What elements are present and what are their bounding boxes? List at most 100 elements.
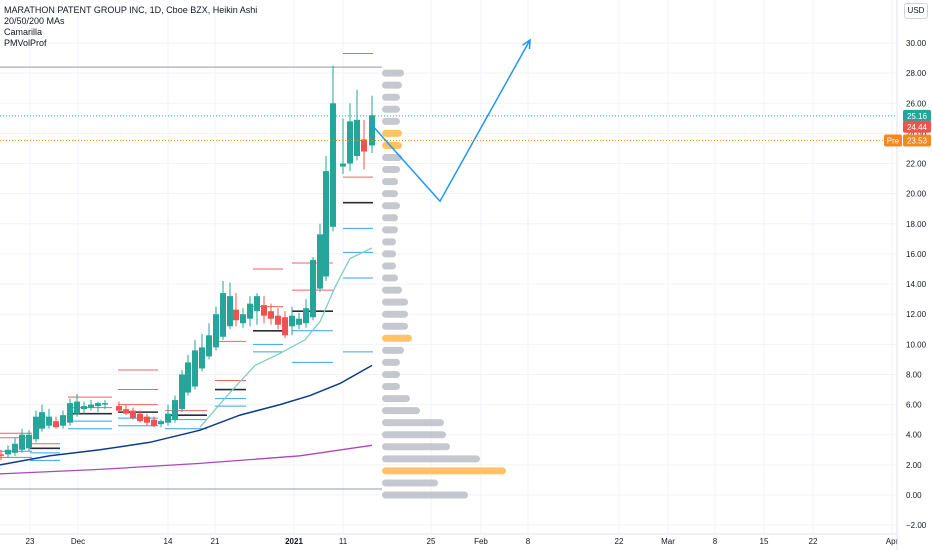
candle bbox=[81, 401, 87, 414]
candle bbox=[185, 354, 191, 396]
candle bbox=[144, 413, 150, 426]
profile-bar bbox=[382, 105, 400, 113]
candle bbox=[199, 333, 205, 372]
profile-bar bbox=[382, 81, 402, 89]
y-tick-label: 28.00 bbox=[906, 69, 927, 78]
profile-bar bbox=[382, 214, 398, 222]
x-tick-label: 14 bbox=[164, 537, 173, 546]
x-tick-label: Mar bbox=[661, 537, 675, 546]
candle bbox=[67, 398, 73, 426]
pre-tag-box bbox=[884, 134, 902, 147]
candle bbox=[12, 437, 18, 456]
candle-body bbox=[199, 347, 205, 369]
legend-pmvolprof: PMVolProf bbox=[4, 38, 47, 48]
candle bbox=[46, 409, 52, 429]
candle-body bbox=[240, 314, 246, 324]
y-tick-label: 4.00 bbox=[906, 431, 922, 440]
currency-button[interactable]: USD bbox=[904, 3, 928, 19]
profile-bar bbox=[382, 419, 444, 427]
profile-bar bbox=[382, 274, 398, 282]
candle bbox=[33, 410, 39, 443]
y-tick-label: 20.00 bbox=[906, 190, 927, 199]
profile-bar bbox=[382, 117, 400, 125]
x-tick-label: 22 bbox=[615, 537, 624, 546]
candle bbox=[340, 118, 346, 175]
candle-body bbox=[33, 416, 39, 440]
x-tick-label: 11 bbox=[339, 537, 348, 546]
candle-body bbox=[151, 419, 157, 426]
candle bbox=[213, 306, 219, 351]
candle-body bbox=[26, 434, 32, 449]
profile-bar bbox=[382, 226, 398, 234]
candle bbox=[240, 308, 246, 328]
y-tick-label: 26.00 bbox=[906, 99, 927, 108]
chart-legend: MARATHON PATENT GROUP INC, 1D, Cboe BZX,… bbox=[4, 5, 257, 49]
y-tick-label: 8.00 bbox=[906, 370, 922, 379]
candle bbox=[261, 296, 267, 324]
candle-body bbox=[165, 413, 171, 423]
profile-bar bbox=[382, 310, 408, 318]
x-tick-label: 25 bbox=[427, 537, 436, 546]
candle bbox=[130, 407, 136, 420]
legend-title: MARATHON PATENT GROUP INC, 1D, Cboe BZX,… bbox=[4, 5, 258, 15]
candle-body bbox=[67, 403, 73, 423]
candle bbox=[60, 410, 66, 429]
candle bbox=[88, 400, 94, 411]
projection-arrow bbox=[369, 38, 531, 203]
candle-body bbox=[369, 115, 375, 146]
x-tick-label: 8 bbox=[713, 537, 718, 546]
price-label-box bbox=[903, 109, 931, 122]
candle bbox=[361, 119, 367, 170]
profile-bar bbox=[382, 250, 396, 258]
candle bbox=[74, 394, 80, 417]
profile-bar bbox=[382, 443, 450, 451]
legend-camarilla: Camarilla bbox=[4, 27, 43, 37]
candle-body bbox=[137, 413, 143, 422]
x-tick-label: 23 bbox=[26, 537, 35, 546]
candle bbox=[330, 65, 336, 232]
x-tick-label: Apr bbox=[886, 537, 899, 546]
profile-bar bbox=[382, 129, 402, 137]
candle-body bbox=[192, 350, 198, 387]
candle-body bbox=[275, 315, 281, 325]
candle-body bbox=[12, 443, 18, 453]
horizontal-lines bbox=[0, 66, 382, 490]
candle-body bbox=[282, 317, 288, 336]
candle-body bbox=[268, 311, 274, 319]
profile-bar bbox=[382, 69, 404, 77]
candle-body bbox=[185, 362, 191, 393]
candle bbox=[220, 281, 226, 340]
candle bbox=[39, 404, 45, 432]
profile-bar bbox=[382, 202, 400, 210]
candles bbox=[0, 65, 375, 461]
candle bbox=[123, 404, 129, 416]
profile-bar bbox=[382, 286, 402, 294]
candle-body bbox=[247, 303, 253, 319]
candle-body bbox=[88, 404, 94, 408]
candle bbox=[102, 400, 108, 410]
profile-bar bbox=[382, 154, 402, 162]
candle-body bbox=[354, 119, 360, 156]
candle-body bbox=[289, 315, 295, 327]
candle bbox=[206, 323, 212, 360]
profile-bar bbox=[382, 395, 410, 403]
moving-average-line bbox=[199, 247, 373, 428]
candle-body bbox=[123, 409, 129, 414]
candle-body bbox=[39, 412, 45, 429]
moving-average-line bbox=[0, 444, 373, 475]
profile-bar bbox=[382, 262, 396, 270]
candle-body bbox=[0, 454, 4, 456]
candle bbox=[179, 369, 185, 413]
candle bbox=[5, 445, 11, 458]
profile-bar bbox=[382, 479, 438, 487]
price-label-text: 25.16 bbox=[907, 112, 928, 121]
candle bbox=[254, 293, 260, 325]
profile-bar bbox=[382, 455, 480, 463]
projection-arrowhead bbox=[522, 38, 531, 50]
candle-body bbox=[303, 308, 309, 324]
y-tick-label: 6.00 bbox=[906, 401, 922, 410]
candle-body bbox=[19, 434, 25, 450]
